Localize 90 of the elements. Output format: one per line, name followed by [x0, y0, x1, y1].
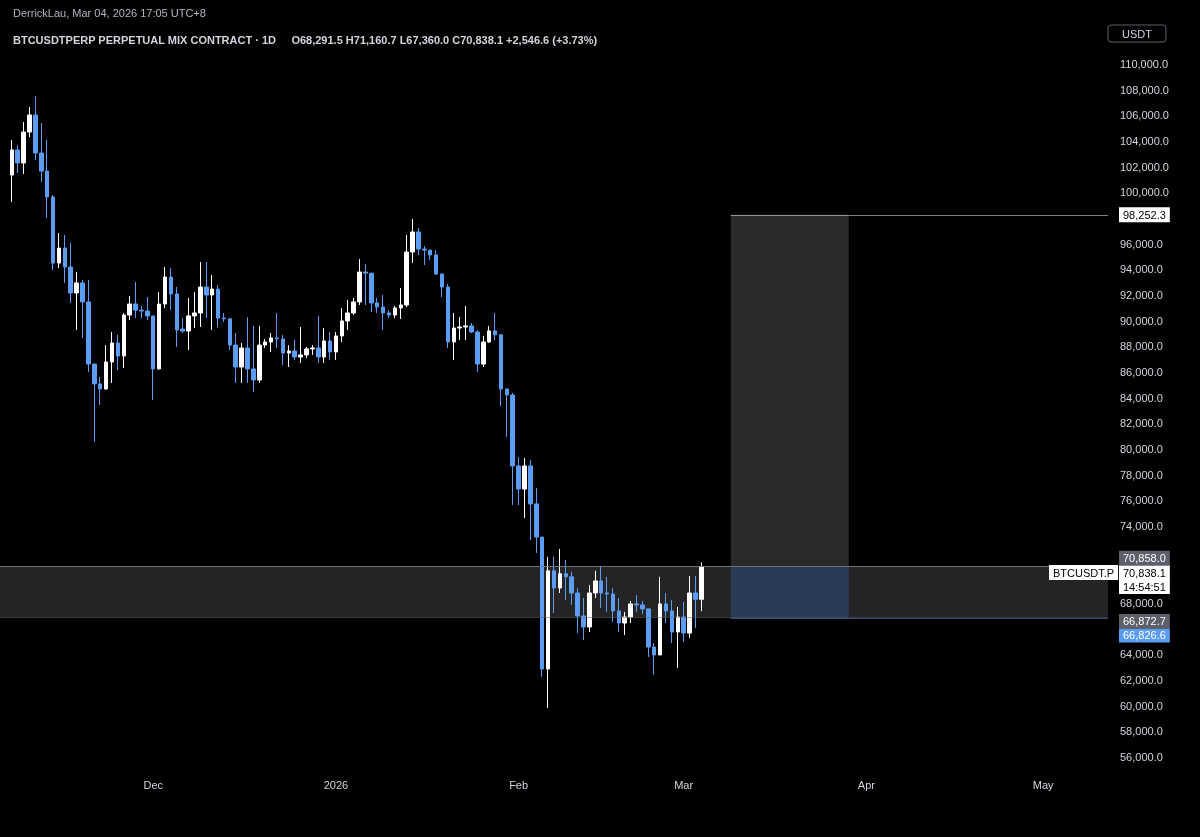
text: DerrickLau, Mar 04, 2026 17:05 UTC+8: [13, 6, 206, 19]
x-tick-label: Mar: [674, 778, 694, 791]
x-tick-label: Dec: [143, 778, 164, 791]
candlestick: [381, 294, 385, 331]
y-tick-label: 56,000.0: [1120, 751, 1163, 763]
ref-line-label: 70,858.0: [1123, 552, 1166, 565]
y-tick-label: 108,000.0: [1120, 83, 1169, 96]
candlestick: [275, 312, 279, 349]
candlestick: [51, 194, 55, 271]
candlestick: [216, 284, 220, 329]
y-tick-label: 80,000.0: [1120, 443, 1163, 455]
candlestick: [664, 592, 668, 624]
candlestick: [658, 576, 662, 656]
y-tick-label: 84,000.0: [1120, 391, 1163, 404]
candlestick: [204, 261, 209, 319]
candlestick: [446, 283, 450, 349]
candlestick: [110, 331, 114, 384]
candlestick: [687, 575, 692, 639]
candlestick: [434, 249, 438, 276]
candlestick: [116, 334, 120, 371]
candlestick: [599, 565, 603, 609]
x-tick-label: May: [1032, 778, 1055, 791]
candlestick: [239, 342, 244, 384]
candlestick: [670, 599, 674, 644]
candlestick: [334, 331, 338, 361]
ref-line-label: 66,872.7: [1123, 615, 1166, 628]
y-tick-label: 94,000.0: [1120, 263, 1163, 276]
candlestick: [328, 331, 332, 361]
candlestick: [699, 561, 704, 612]
y-tick-label: 58,000.0: [1120, 725, 1163, 738]
y-tick-label: 74,000.0: [1120, 520, 1163, 532]
candlestick: [617, 597, 621, 633]
y-tick-label: 96,000.0: [1120, 237, 1163, 250]
candlestick: [269, 332, 273, 353]
candlestick: [210, 274, 214, 331]
candlestick: [10, 139, 14, 203]
y-tick-label: 86,000.0: [1120, 366, 1163, 378]
candlestick: [163, 266, 167, 309]
candlestick: [387, 309, 391, 319]
text: 14:54:51: [1123, 580, 1166, 593]
y-tick-label: 62,000.0: [1120, 674, 1163, 686]
candlestick: [693, 575, 698, 629]
y-tick-label: 78,000.0: [1120, 468, 1163, 481]
candlestick: [104, 344, 108, 391]
candlestick: [546, 556, 550, 709]
ref-line-label: BTCUSDT.P: [1053, 566, 1115, 579]
candlestick: [676, 606, 680, 669]
candlestick: [287, 344, 291, 368]
candlestick: [522, 457, 527, 519]
y-tick-label: 90,000.0: [1120, 314, 1163, 327]
candlestick: [281, 334, 285, 366]
candlestick: [611, 587, 615, 623]
y-tick-label: 76,000.0: [1120, 494, 1163, 507]
y-tick-label: 100,000.0: [1120, 186, 1169, 199]
candlestick: [74, 271, 79, 331]
candlestick: [440, 273, 444, 298]
x-tick-label: 2026: [323, 778, 349, 791]
candlestick: [322, 327, 326, 364]
candlestick: [499, 334, 503, 407]
candlestick: [681, 601, 686, 643]
candlestick: [15, 144, 20, 174]
ref-line-label: 66,826.6: [1123, 629, 1166, 642]
candlestick: [605, 576, 609, 613]
y-axis-title: USDT: [1122, 27, 1153, 40]
y-tick-label: 110,000.0: [1120, 58, 1169, 70]
candlestick: [57, 232, 61, 269]
x-tick-label: Feb: [509, 778, 529, 791]
x-tick-label: Apr: [857, 778, 876, 791]
candlestick: [157, 291, 161, 371]
y-tick-label: 102,000.0: [1120, 160, 1169, 173]
y-tick-label: 104,000.0: [1120, 135, 1169, 147]
candlestick: [393, 305, 397, 319]
y-tick-label: 82,000.0: [1120, 417, 1163, 430]
candlestick: [493, 312, 497, 341]
chart-title: BTCUSDTPERP PERPETUAL MIX CONTRACT · 1D: [13, 34, 277, 46]
candlestick: [292, 339, 297, 361]
y-tick-label: 106,000.0: [1120, 109, 1169, 122]
candlestick: [316, 315, 321, 364]
y-tick-label: 92,000.0: [1120, 289, 1163, 301]
y-tick-label: 68,000.0: [1120, 597, 1163, 609]
candlestick: [552, 556, 556, 614]
text: 70,838.1: [1123, 566, 1166, 579]
y-tick-label: 88,000.0: [1120, 340, 1163, 353]
chart-subtitle: O68,291.5 H71,160.7 L67,360.0 C70,838.1 +2,546.6 (+3.73%): [291, 34, 598, 46]
y-tick-label: 60,000.0: [1120, 699, 1163, 712]
candlestick: [169, 267, 173, 311]
candlestick: [558, 548, 562, 594]
candlestick: [222, 312, 226, 323]
y-tick-label: 64,000.0: [1120, 648, 1163, 661]
ref-line-label: 98,252.3: [1123, 208, 1166, 221]
